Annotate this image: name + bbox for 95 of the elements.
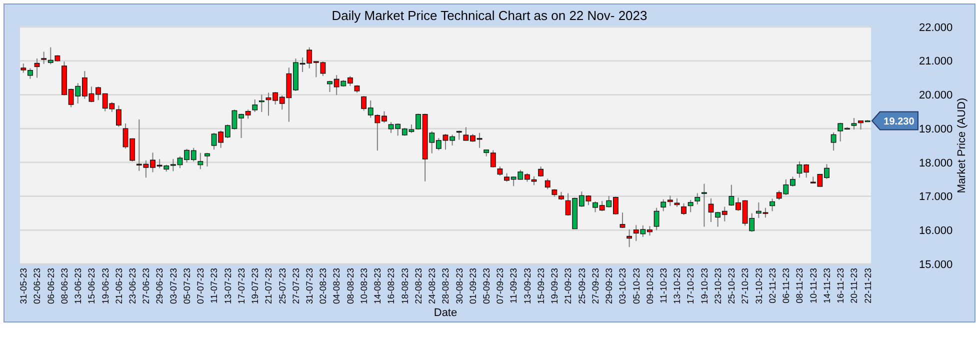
- x-tick-label: 27-09-23: [590, 268, 600, 304]
- candlestick: [456, 130, 462, 140]
- x-tick-label: 03-07-23: [168, 268, 178, 304]
- x-tick-label: 19-10-23: [699, 268, 710, 304]
- x-tick-label: 18-08-23: [400, 268, 410, 304]
- x-tick-label: 05-09-23: [482, 268, 492, 304]
- x-tick-label: 23-10-23: [712, 268, 723, 304]
- x-tick-label: 10-11-23: [808, 268, 818, 304]
- x-tick-label: 05-10-23: [631, 268, 642, 304]
- x-tick-label: 08-06-23: [59, 268, 70, 304]
- y-tick-label: 20.000: [919, 90, 953, 102]
- x-tick-label: 24-08-23: [427, 268, 438, 304]
- x-tick-label: 19-06-23: [100, 268, 110, 304]
- x-tick-label: 14-08-23: [372, 268, 383, 304]
- x-tick-label: 21-09-23: [563, 268, 574, 304]
- candlestick: [252, 98, 258, 112]
- candlestick: [497, 166, 503, 176]
- x-tick-label: 10-08-23: [358, 268, 369, 304]
- x-tick-label: 13-07-23: [222, 268, 233, 304]
- x-tick-label: 15-09-23: [536, 268, 546, 304]
- x-tick-label: 13-06-23: [73, 268, 84, 304]
- candlestick: [654, 207, 660, 231]
- y-tick-label: 22.000: [919, 22, 953, 34]
- x-tick-label: 27-07-23: [290, 268, 301, 304]
- x-tick-label: 28-08-23: [440, 268, 451, 304]
- candlestick: [544, 178, 550, 190]
- x-tick-label: 21-07-23: [264, 268, 274, 304]
- x-tick-label: 13-10-23: [672, 268, 682, 304]
- x-tick-label: 25-09-23: [576, 268, 587, 304]
- x-tick-label: 07-09-23: [495, 268, 506, 304]
- x-tick-label: 29-06-23: [154, 268, 165, 304]
- x-tick-label: 17-10-23: [686, 268, 696, 304]
- candlestick: [34, 58, 40, 78]
- candlestick: [198, 152, 204, 170]
- x-tick-label: 13-09-23: [522, 268, 532, 304]
- y-tick-label: 19.000: [919, 123, 953, 136]
- x-tick-label: 23-06-23: [127, 268, 138, 304]
- x-tick-label: 15-06-23: [86, 268, 97, 304]
- annotation: 19.230: [884, 116, 915, 128]
- candlestick: [702, 183, 707, 228]
- candlestick: [626, 228, 632, 248]
- candlestick: [204, 152, 210, 167]
- candlestick: [116, 105, 122, 128]
- x-tick-label: 11-09-23: [508, 268, 519, 304]
- candlestick: [694, 192, 700, 205]
- candlestick: [41, 51, 47, 64]
- x-tick-label: 25-10-23: [726, 268, 737, 304]
- x-tick-label: 02-06-23: [32, 268, 42, 304]
- x-tick-label: 31-10-23: [754, 268, 764, 304]
- x-tick-label: 05-07-23: [182, 268, 192, 304]
- x-tick-label: 02-11-23: [767, 268, 778, 304]
- x-tick-label: 31-05-23: [18, 268, 29, 304]
- x-tick-label: 27-06-23: [141, 268, 152, 304]
- x-tick-label: 14-11-23: [822, 268, 832, 304]
- x-tick-label: 09-10-23: [644, 268, 655, 304]
- y-tick-label: 21.000: [919, 56, 953, 68]
- y-tick-label: 17.000: [919, 191, 953, 204]
- candlestick: [688, 200, 694, 213]
- x-tick-label: 03-10-23: [618, 268, 628, 304]
- x-tick-label: 21-06-23: [114, 268, 124, 304]
- x-tick-label: 29-09-23: [604, 268, 614, 304]
- x-tick-label: 08-08-23: [345, 268, 356, 304]
- x-axis-title: Date: [434, 307, 458, 319]
- x-tick-label: 04-08-23: [332, 268, 342, 304]
- x-tick-label: 11-10-23: [658, 268, 669, 304]
- x-tick-label: 01-09-23: [468, 268, 478, 304]
- x-tick-label: 16-11-23: [836, 268, 846, 304]
- x-tick-label: 06-06-23: [46, 268, 56, 304]
- x-tick-label: 11-07-23: [209, 268, 220, 304]
- candlestick: [770, 198, 775, 212]
- x-tick-label: 31-07-23: [304, 268, 314, 304]
- x-tick-label: 02-08-23: [318, 268, 328, 304]
- candlestick: [620, 212, 626, 229]
- x-tick-label: 30-08-23: [454, 268, 464, 304]
- x-tick-label: 16-08-23: [386, 268, 396, 304]
- candlestick: [830, 132, 836, 152]
- y-axis-title: Market Price (AUD): [956, 98, 968, 194]
- x-tick-label: 19-07-23: [250, 268, 260, 304]
- y-tick-label: 15.000: [919, 258, 953, 271]
- x-tick-label: 27-10-23: [740, 268, 750, 304]
- chart-title: Daily Market Price Technical Chart as on 22 Nov- 2023: [332, 8, 648, 23]
- x-tick-label: 19-09-23: [550, 268, 560, 304]
- candlestick: [259, 94, 264, 112]
- x-tick-label: 22-08-23: [413, 268, 424, 304]
- candlestick: [681, 202, 686, 216]
- x-tick-label: 07-07-23: [196, 268, 206, 304]
- x-tick-label: 20-11-23: [849, 268, 860, 304]
- x-tick-label: 22-11-23: [862, 268, 873, 304]
- x-tick-label: 17-07-23: [236, 268, 246, 304]
- candlestick: [851, 118, 857, 130]
- x-tick-label: 25-07-23: [277, 268, 288, 304]
- x-tick-label: 08-11-23: [794, 268, 805, 304]
- x-tick-label: 06-11-23: [781, 268, 792, 304]
- y-tick-label: 16.000: [919, 224, 953, 237]
- y-tick-label: 18.000: [919, 157, 953, 170]
